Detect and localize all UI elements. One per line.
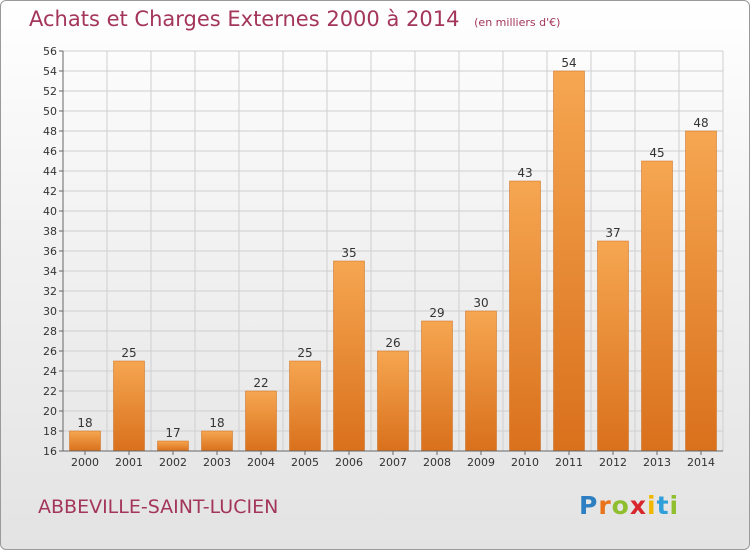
y-tick-label: 18 [43,425,57,438]
y-tick-label: 48 [43,125,57,138]
y-tick-label: 38 [43,225,57,238]
bar-2010 [509,180,541,452]
logo-letter: r [598,491,612,520]
x-tick-label-2001: 2001 [115,456,143,469]
y-tick-label: 56 [43,45,57,58]
bar-2012 [597,240,629,452]
logo-letter: o [611,491,630,520]
y-tick-label: 34 [43,265,57,278]
y-tick-label: 40 [43,205,57,218]
x-tick-label-2000: 2000 [71,456,99,469]
x-tick-label-2007: 2007 [379,456,407,469]
chart-title: Achats et Charges Externes 2000 à 2014 [29,7,460,31]
value-label-2005: 25 [297,346,312,360]
x-tick-label-2009: 2009 [467,456,495,469]
value-label-2006: 35 [341,246,356,260]
bar-2002 [157,440,189,452]
value-label-2002: 17 [165,426,180,440]
y-tick-label: 46 [43,145,57,158]
bar-2011 [553,70,585,452]
y-tick-label: 32 [43,285,57,298]
x-tick-label-2013: 2013 [643,456,671,469]
y-tick-label: 52 [43,85,57,98]
y-tick-label: 54 [43,65,57,78]
bar-2013 [641,160,673,452]
value-label-2011: 54 [561,56,576,70]
bar-2001 [113,360,145,452]
bar-2008 [421,320,453,452]
bar-2006 [333,260,365,452]
x-tick-label-2010: 2010 [511,456,539,469]
value-label-2000: 18 [77,416,92,430]
bar-2004 [245,390,277,452]
y-tick-label: 26 [43,345,57,358]
y-tick-label: 22 [43,385,57,398]
x-tick-label-2002: 2002 [159,456,187,469]
value-label-2014: 48 [693,116,708,130]
value-label-2009: 30 [473,296,488,310]
chart-subtitle: (en milliers d'€) [474,16,561,29]
y-tick-label: 30 [43,305,57,318]
logo-letter: i [669,491,680,520]
y-tick-label: 44 [43,165,57,178]
y-tick-label: 36 [43,245,57,258]
x-tick-label-2014: 2014 [687,456,715,469]
value-label-2008: 29 [429,306,444,320]
bar-2003 [201,430,233,452]
x-tick-label-2008: 2008 [423,456,451,469]
y-tick-label: 28 [43,325,57,338]
commune-name: ABBEVILLE-SAINT-LUCIEN [38,496,279,518]
bar-2005 [289,360,321,452]
value-label-2007: 26 [385,336,400,350]
value-label-2004: 22 [253,376,268,390]
bar-2000 [69,430,101,452]
value-label-2001: 25 [121,346,136,360]
value-label-2010: 43 [517,166,532,180]
value-label-2003: 18 [209,416,224,430]
logo-letter: x [629,491,647,520]
y-tick-label: 20 [43,405,57,418]
chart-title-group: Achats et Charges Externes 2000 à 2014 (… [29,7,560,31]
y-tick-label: 16 [43,445,57,458]
bar-2009 [465,310,497,452]
logo-letter: P [579,491,599,520]
x-tick-label-2004: 2004 [247,456,275,469]
y-tick-label: 24 [43,365,57,378]
value-label-2013: 45 [649,146,664,160]
y-tick-label: 50 [43,105,57,118]
bars-layer [69,70,717,452]
x-tick-label-2012: 2012 [599,456,627,469]
bar-2007 [377,350,409,452]
y-tick-label: 42 [43,185,57,198]
logo-letter: t [656,491,670,520]
x-tick-label-2011: 2011 [555,456,583,469]
axis-layer: 16 18 20 22 24 26 28 30 32 34 36 38 40 42 44 46 48 50 52 54… [43,45,723,469]
value-label-2012: 37 [605,226,620,240]
proxiti-logo: Proxiti [579,491,679,520]
x-tick-label-2005: 2005 [291,456,319,469]
logo-letter: i [647,491,657,520]
x-tick-label-2003: 2003 [203,456,231,469]
x-tick-label-2006: 2006 [335,456,363,469]
labels-layer: 18 25 17 18 22 25 35 26 29 30 43 54 37 45 48 [77,56,708,440]
bar-2014 [685,130,717,452]
